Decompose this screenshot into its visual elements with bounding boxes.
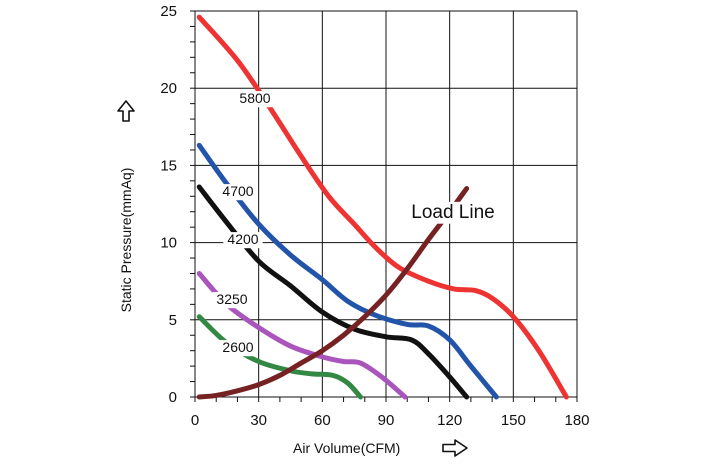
y-tick-label: 10	[160, 235, 177, 252]
x-axis-label: Air Volume(CFM)	[293, 440, 400, 456]
x-tick-label: 0	[191, 412, 199, 429]
y-tick-label: 15	[160, 157, 177, 174]
up-outline-arrow-icon	[117, 100, 135, 122]
y-axis-label: Static Pressure(mmAq)	[118, 168, 134, 313]
x-tick-label: 30	[250, 412, 267, 429]
y-tick-label: 20	[160, 80, 177, 97]
curve-labels: 5800 4700 4200 3250 2600 Load Line	[212, 90, 505, 357]
series-curves	[196, 14, 569, 400]
x-tick-label: 150	[501, 412, 526, 429]
curve-label-2600: 2600	[222, 339, 253, 355]
curve-label-bg	[401, 201, 505, 224]
curve-label-4200: 4200	[227, 231, 258, 247]
curve-label-bg	[212, 292, 252, 309]
x-tick-label: 180	[564, 412, 589, 429]
curve-label-3250: 3250	[216, 291, 247, 307]
curve-label-bg	[218, 184, 258, 201]
curve-label-5800: 5800	[239, 90, 270, 106]
curve-label-bg	[235, 91, 275, 108]
series-line-5800	[196, 14, 569, 400]
series-line-3250	[196, 270, 408, 400]
axis-ticks: 0 30 60 90 120 150 180 0 5 10 15 20 25	[160, 3, 589, 429]
curve-label-bg	[223, 232, 263, 249]
curve-label-load-line: Load Line	[411, 202, 494, 223]
y-tick-label: 25	[160, 3, 177, 20]
series-line-load-line	[196, 186, 470, 400]
curve-label-bg	[218, 340, 258, 357]
x-tick-label: 60	[314, 412, 331, 429]
right-outline-arrow-icon	[442, 439, 468, 457]
curve-label-4700: 4700	[222, 183, 253, 199]
x-tick-label: 90	[378, 412, 395, 429]
series-line-2600	[196, 314, 364, 400]
series-line-4700	[196, 142, 499, 400]
y-tick-label: 0	[169, 389, 177, 406]
y-tick-label: 5	[169, 312, 177, 329]
x-tick-label: 120	[437, 412, 462, 429]
